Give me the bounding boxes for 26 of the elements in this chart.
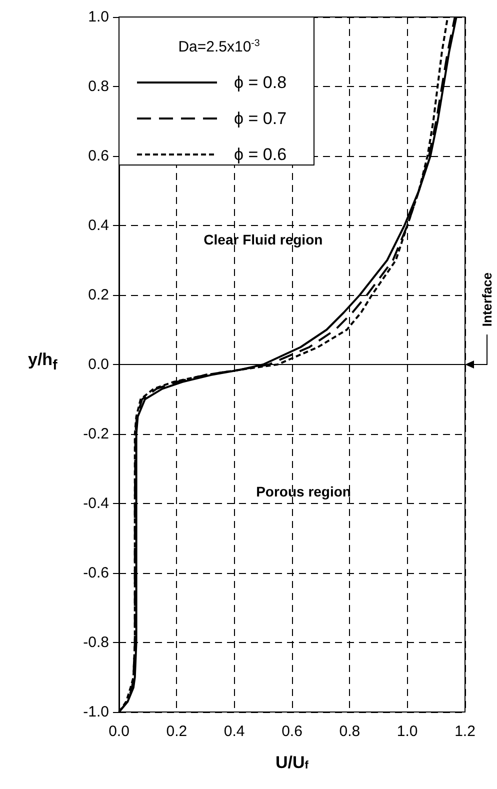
- y-tick-label: 0.2: [88, 286, 109, 304]
- y-axis-title: y/h$_{f}$: [28, 350, 58, 374]
- y-tick-label: -0.6: [83, 564, 109, 582]
- x-tick-label: 1.2: [454, 723, 476, 740]
- x-tick-label: 1.0: [396, 723, 418, 740]
- y-tick-label: -1.0: [83, 704, 109, 720]
- x-axis-title: U/Uf: [276, 753, 309, 772]
- x-tick-label: 0.0: [108, 723, 130, 740]
- legend-label: ϕ = 0.7: [234, 109, 287, 128]
- legend-label: ϕ = 0.6: [234, 145, 287, 164]
- annotation: Porous region: [256, 483, 351, 500]
- y-tick-label: 0.0: [88, 356, 109, 373]
- y-tick-label: 1.0: [88, 8, 109, 26]
- x-tick-label: 0.8: [339, 723, 360, 740]
- y-tick-label: -0.4: [83, 495, 109, 512]
- x-tick-label: 0.4: [224, 723, 245, 740]
- y-tick-label: 0.6: [88, 148, 109, 164]
- text: Interface: [480, 272, 494, 327]
- x-tick-label: 0.2: [166, 723, 188, 740]
- y-tick-label: 0.8: [88, 78, 109, 95]
- y-tick-label: -0.2: [83, 426, 109, 442]
- legend-label: ϕ = 0.8: [234, 73, 287, 92]
- annotation: Clear Fluid region: [204, 231, 323, 248]
- x-tick-label: 0.6: [282, 723, 302, 740]
- y-tick-label: 0.4: [88, 217, 109, 234]
- y-tick-label: -0.8: [83, 634, 109, 651]
